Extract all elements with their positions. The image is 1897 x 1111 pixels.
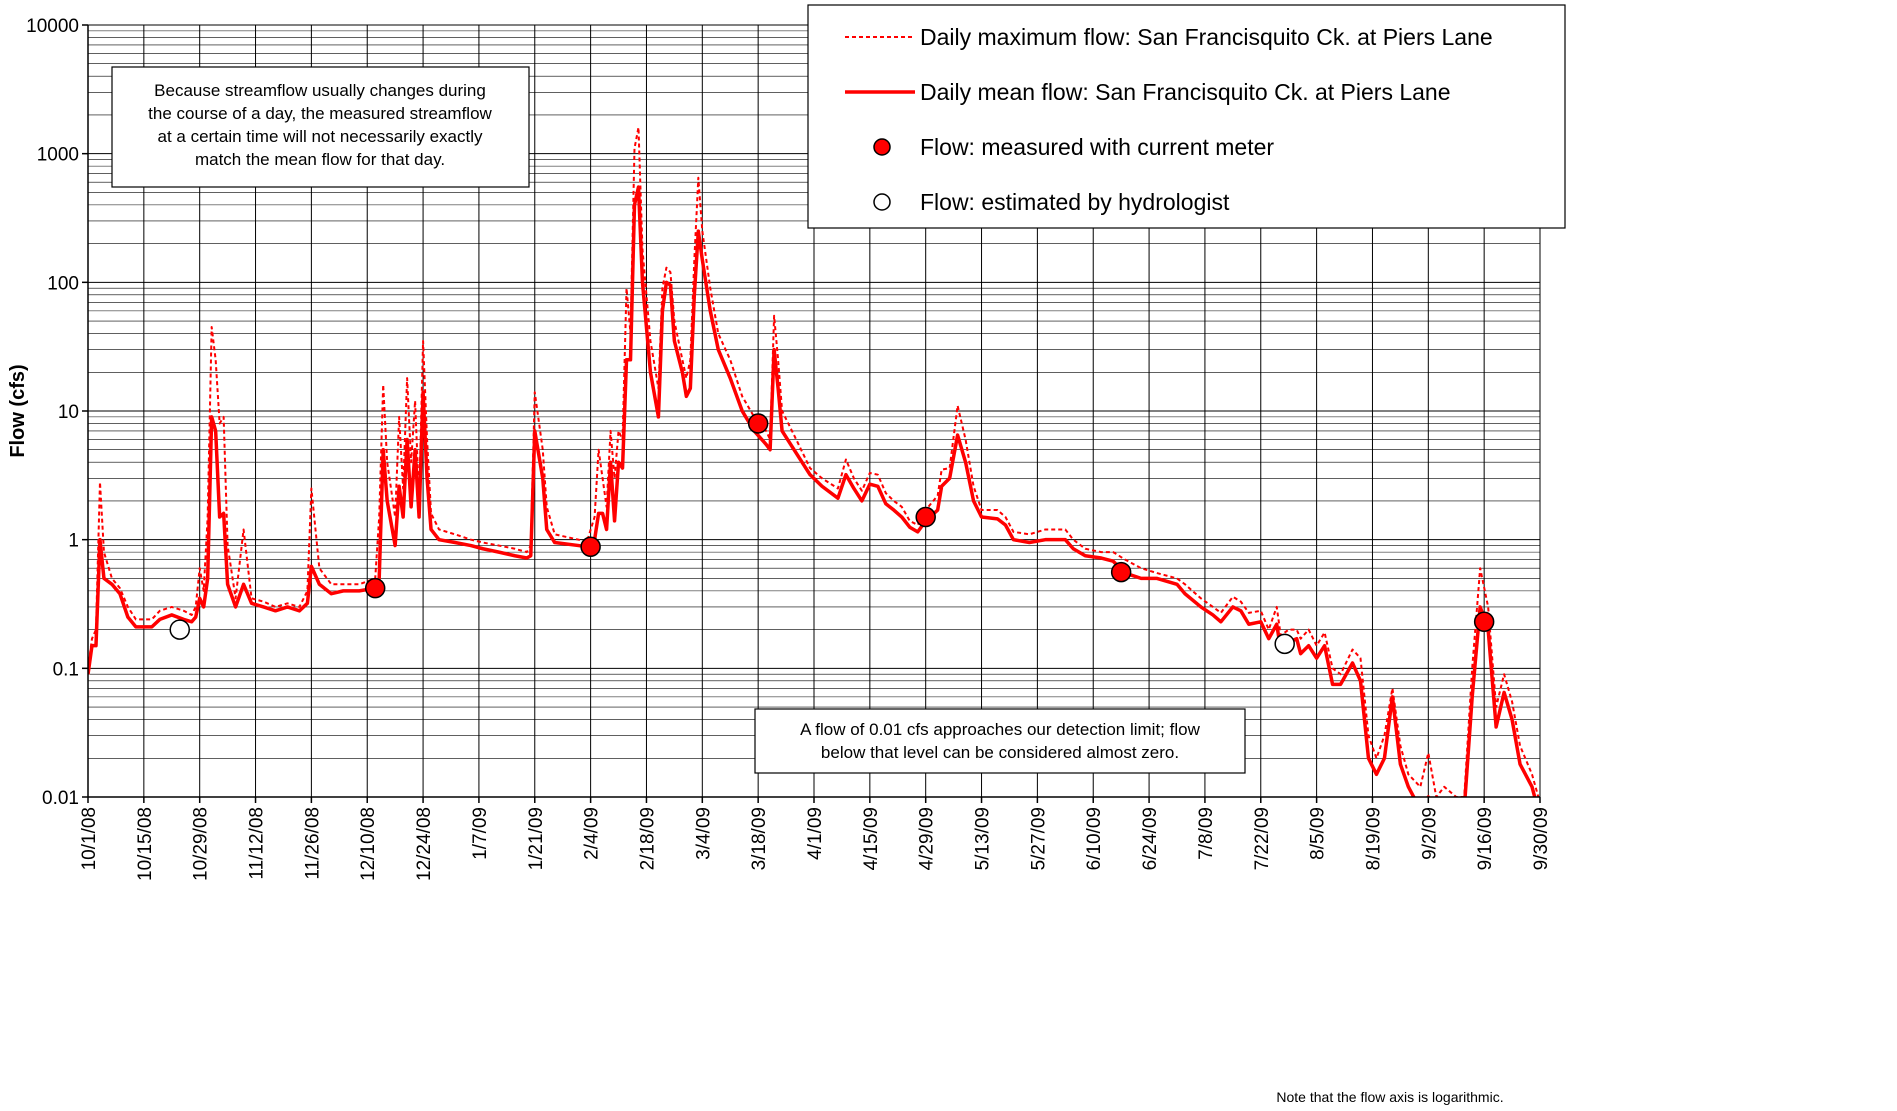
- y-tick-label: 1000: [37, 145, 79, 166]
- y-tick-label: 10: [58, 402, 79, 423]
- annotation-line: below that level can be considered almos…: [821, 743, 1179, 762]
- data-point: [1473, 611, 1495, 633]
- axes: [82, 24, 1541, 803]
- x-tick-label: 3/18/09: [749, 807, 770, 870]
- points: [169, 413, 1495, 655]
- x-tick-label: 8/19/09: [1363, 807, 1384, 870]
- x-tick-label: 9/16/09: [1475, 807, 1496, 870]
- annotation-line: Because streamflow usually changes durin…: [154, 81, 486, 100]
- y-tick-label: 10000: [26, 16, 79, 37]
- legend-label: Daily maximum flow: San Francisquito Ck.…: [920, 24, 1493, 50]
- annotation-line: the course of a day, the measured stream…: [148, 104, 492, 123]
- y-tick-label: 0.01: [42, 788, 79, 809]
- legend-marker: [873, 138, 891, 156]
- x-tick-label: 6/24/09: [1140, 807, 1161, 870]
- x-tick-label: 4/29/09: [917, 807, 938, 870]
- legend-label: Daily mean flow: San Francisquito Ck. at…: [920, 79, 1451, 105]
- data-point: [1110, 561, 1132, 583]
- annotation-line: at a certain time will not necessarily e…: [157, 127, 483, 146]
- x-tick-label: 5/13/09: [973, 807, 994, 870]
- x-tick-label: 1/7/09: [470, 807, 491, 860]
- x-tick-label: 4/1/09: [805, 807, 826, 860]
- x-tick-label: 7/22/09: [1252, 807, 1273, 870]
- annotation-line: A flow of 0.01 cfs approaches our detect…: [800, 720, 1200, 739]
- x-tick-label: 12/10/08: [358, 807, 379, 881]
- max-flow-line: [88, 126, 1540, 797]
- x-tick-label: 10/1/08: [79, 807, 100, 870]
- annotation-box: [754, 708, 1246, 774]
- data-point: [747, 413, 769, 434]
- x-tick-label: 11/12/08: [247, 807, 268, 880]
- y-tick-label: 100: [47, 273, 79, 294]
- legend-box: [807, 4, 1566, 229]
- x-tick-label: 10/29/08: [191, 807, 212, 881]
- x-tick-label: 9/2/09: [1419, 807, 1440, 860]
- y-axis-title: Flow (cfs): [7, 364, 29, 457]
- annotation-line: match the mean flow for that day.: [195, 150, 445, 169]
- x-tick-label: 2/18/09: [637, 807, 658, 870]
- x-tick-label: 12/24/08: [414, 807, 435, 881]
- data-point: [915, 506, 936, 528]
- data-point: [580, 536, 601, 558]
- x-tick-label: 11/26/08: [302, 807, 323, 880]
- data-point: [169, 619, 190, 640]
- x-tick-label: 3/4/09: [693, 807, 714, 860]
- legend: Daily maximum flow: San Francisquito Ck.…: [845, 24, 1493, 215]
- x-tick-label: 2/4/09: [582, 807, 603, 860]
- x-tick-label: 9/30/09: [1531, 807, 1552, 870]
- x-tick-label: 4/15/09: [861, 807, 882, 870]
- legend-marker: [873, 193, 891, 211]
- data-point: [364, 577, 386, 599]
- data-point: [1274, 633, 1295, 655]
- x-tick-label: 7/8/09: [1196, 807, 1217, 860]
- x-tick-label: 6/10/09: [1084, 807, 1105, 870]
- annotation-box: [111, 66, 530, 188]
- x-tick-label: 10/15/08: [135, 807, 156, 881]
- y-tick-label: 0.1: [53, 659, 79, 680]
- legend-label: Flow: measured with current meter: [920, 134, 1274, 160]
- x-tick-label: 5/27/09: [1028, 807, 1049, 870]
- x-tick-label: 1/21/09: [526, 807, 547, 870]
- axis-note: Note that the flow axis is logarithmic.: [1276, 1089, 1503, 1105]
- legend-label: Flow: estimated by hydrologist: [920, 189, 1230, 215]
- y-tick-label: 1: [68, 531, 79, 552]
- x-tick-label: 8/5/09: [1308, 807, 1329, 860]
